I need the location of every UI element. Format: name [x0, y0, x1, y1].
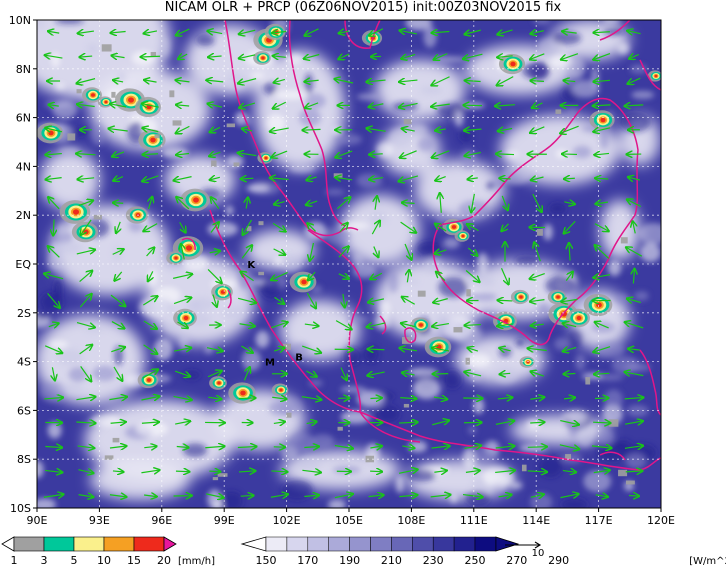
- x-axis: 90E 93E 96E 99E 102E 105E 108E 111E 114E 117E 120E: [27, 508, 675, 527]
- olr-colorbar-label: 290: [548, 554, 569, 567]
- reference-vector-label: 10: [532, 548, 545, 559]
- olr-colorbar-label: 170: [297, 554, 318, 567]
- y-tick-label: EQ: [15, 258, 31, 271]
- chart-title: NICAM OLR + PRCP (06Z06NOV2015) init:00Z…: [164, 0, 562, 15]
- y-tick-label: 2N: [16, 209, 31, 222]
- x-tick-label: 102E: [273, 514, 301, 527]
- place-labels: K B M: [247, 260, 303, 369]
- precip-colorbar-label: 3: [41, 554, 48, 567]
- precip-colorbar-label: 10: [97, 554, 111, 567]
- olr-colorbar-label: 230: [423, 554, 444, 567]
- olr-colorbar-label: 270: [506, 554, 527, 567]
- y-tick-label: 10S: [10, 502, 31, 515]
- y-tick-label: 4N: [16, 160, 31, 173]
- x-tick-label: 105E: [335, 514, 363, 527]
- precip-colorbar-label: 20: [157, 554, 171, 567]
- y-tick-label: 6N: [16, 112, 31, 125]
- precip-colorbar-label: 1: [11, 554, 18, 567]
- wind-vectors: [44, 29, 643, 498]
- olr-colorbar-label: 210: [381, 554, 402, 567]
- y-tick-label: 2S: [17, 307, 31, 320]
- olr-colorbar: 150 170 190 210 230 250 270 290 [W/m^2] 10: [240, 536, 726, 567]
- precip-field: [37, 23, 661, 485]
- x-tick-label: 111E: [460, 514, 488, 527]
- y-tick-label: 8N: [16, 63, 31, 76]
- place-label: B: [295, 353, 303, 364]
- x-tick-label: 90E: [27, 514, 48, 527]
- olr-colorbar-label: 190: [339, 554, 360, 567]
- x-tick-label: 108E: [397, 514, 425, 527]
- x-tick-label: 120E: [647, 514, 675, 527]
- place-label: K: [247, 260, 256, 271]
- precip-unit: [mm/h]: [178, 556, 215, 567]
- y-tick-label: 8S: [17, 453, 31, 466]
- x-tick-label: 93E: [89, 514, 110, 527]
- y-tick-label: 4S: [17, 356, 31, 369]
- x-tick-label: 99E: [214, 514, 235, 527]
- y-tick-label: 6S: [17, 404, 31, 417]
- x-tick-label: 96E: [151, 514, 172, 527]
- precip-colorbar: 1 3 5 10 15 20 [mm/h]: [1, 536, 215, 567]
- x-tick-label: 117E: [585, 514, 613, 527]
- precip-colorbar-label: 5: [71, 554, 78, 567]
- olr-colorbar-label: 150: [256, 554, 277, 567]
- y-tick-label: 10N: [9, 14, 31, 27]
- x-tick-label: 114E: [522, 514, 550, 527]
- olr-unit: [W/m^2]: [689, 556, 726, 567]
- graticule: [37, 20, 661, 508]
- y-axis: 10S 8S 6S 4S 2S EQ 2N 4N 6N 8N 10N: [9, 14, 37, 515]
- olr-colorbar-label: 250: [465, 554, 486, 567]
- place-label: M: [265, 358, 275, 369]
- precip-colorbar-label: 15: [127, 554, 141, 567]
